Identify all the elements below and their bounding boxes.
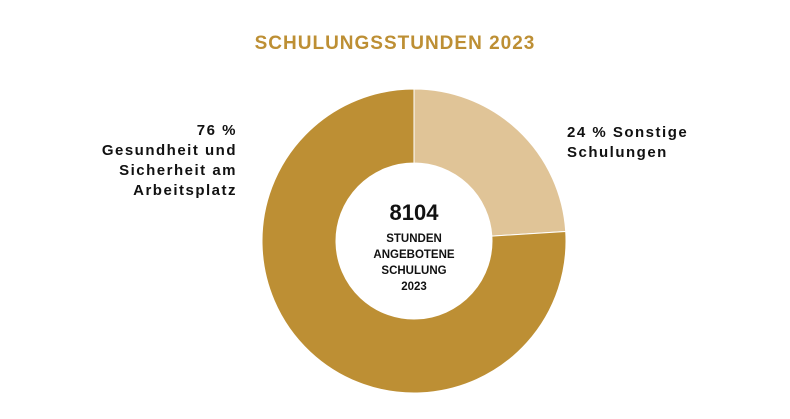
slice-label-health-safety: 76 % Gesundheit und Sicherheit am Arbeit… [102, 121, 237, 201]
slice-other-trainings [413, 88, 567, 237]
slice-label-other: 24 % Sonstige Schulungen [567, 123, 688, 163]
slice-label-line: Sicherheit am [119, 162, 237, 179]
slice-label-line: Gesundheit und [101, 142, 237, 159]
chart-title: SCHULUNGSSTUNDEN 2023 [254, 33, 536, 54]
center-caption: STUNDEN ANGEBOTENE SCHULUNG 2023 [339, 231, 489, 295]
center-caption-line: STUNDEN [386, 233, 442, 245]
center-caption-line: ANGEBOTENE [373, 249, 455, 261]
slice-health-safety [261, 88, 567, 394]
slice-label-line: Arbeitsplatz [133, 182, 237, 199]
slice-label-line: Schulungen [567, 144, 668, 161]
center-caption-line: SCHULUNG [381, 265, 447, 277]
slice-label-line: 76 % [196, 122, 237, 139]
center-caption-line: 2023 [401, 281, 427, 293]
center-total: 8104 [389, 200, 439, 225]
slice-label-line: 24 % Sonstige [567, 124, 689, 141]
